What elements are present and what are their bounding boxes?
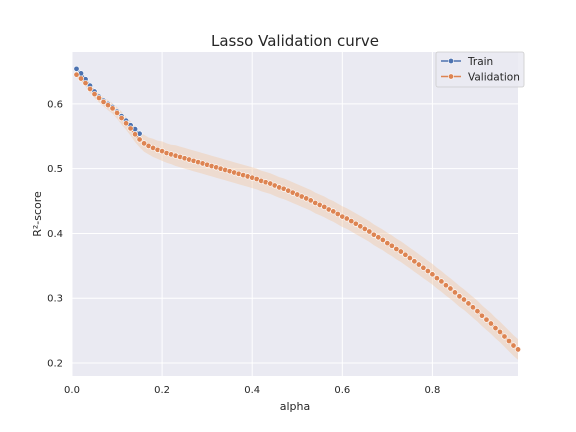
validation-point [82, 80, 89, 87]
validation-point [510, 342, 517, 349]
validation-point [352, 220, 359, 227]
validation-point [348, 218, 355, 225]
validation-point [451, 289, 458, 296]
validation-point [492, 325, 499, 332]
y-axis-ticks: 0.2 0.3 0.4 0.5 0.6 [47, 99, 63, 369]
validation-point [114, 109, 121, 116]
validation-point [402, 251, 409, 258]
validation-point [132, 131, 139, 138]
legend-label-validation: Validation [468, 71, 520, 83]
validation-point [136, 136, 143, 143]
grid [71, 52, 518, 376]
validation-point [375, 234, 382, 241]
validation-point [442, 282, 449, 289]
validation-point [501, 333, 508, 340]
y-axis-label: R²-score [31, 191, 44, 237]
x-tick-label: 0.2 [154, 385, 170, 396]
validation-point [393, 245, 400, 252]
y-tick-label: 0.4 [47, 229, 63, 240]
validation-point [343, 215, 350, 222]
validation-point [361, 225, 368, 232]
validation-point [141, 140, 148, 147]
x-axis-label: alpha [280, 400, 311, 413]
validation-point [73, 71, 80, 78]
series-markers [73, 65, 521, 353]
legend-label-train: Train [467, 56, 493, 68]
validation-point [334, 211, 341, 218]
validation-point [357, 223, 364, 230]
chart-title: Lasso Validation curve [211, 32, 379, 50]
validation-point [415, 261, 422, 268]
y-tick-label: 0.2 [47, 359, 63, 370]
validation-point [105, 102, 112, 109]
validation-point [330, 208, 337, 215]
validation-point [474, 308, 481, 315]
x-axis-ticks: 0.0 0.2 0.4 0.6 0.8 [64, 385, 440, 396]
validation-point [87, 85, 94, 92]
validation-point [384, 240, 391, 247]
validation-point [127, 125, 134, 132]
plot-background [72, 52, 518, 376]
validation-point [505, 338, 512, 345]
legend-marker-validation [447, 73, 454, 80]
validation-point [109, 105, 116, 112]
validation-point [469, 304, 476, 311]
validation-point [100, 98, 107, 105]
validation-point [456, 293, 463, 300]
validation-point [118, 115, 125, 122]
validation-point [78, 75, 85, 82]
validation-point [366, 228, 373, 235]
legend-marker-train [447, 57, 454, 64]
validation-point [514, 346, 521, 353]
validation-point [487, 320, 494, 327]
validation-point [433, 275, 440, 282]
validation-point [397, 248, 404, 255]
x-tick-label: 0.6 [334, 385, 350, 396]
validation-point [483, 316, 490, 323]
validation-point [438, 278, 445, 285]
validation-point [379, 236, 386, 243]
y-tick-label: 0.3 [47, 294, 63, 305]
x-tick-label: 0.0 [64, 385, 80, 396]
x-tick-label: 0.4 [244, 385, 260, 396]
validation-point [420, 264, 427, 271]
validation-point [91, 91, 98, 98]
validation-point [424, 268, 431, 275]
validation-point [370, 231, 377, 238]
x-tick-label: 0.8 [424, 385, 440, 396]
validation-point [307, 197, 314, 204]
validation-point [411, 258, 418, 265]
legend: Train Validation [435, 51, 525, 88]
validation-point [321, 203, 328, 210]
validation-point [460, 296, 467, 303]
validation-point [465, 300, 472, 307]
train-point [73, 65, 80, 72]
validation-point [496, 328, 503, 335]
validation-point [388, 242, 395, 249]
validation-point [406, 255, 413, 262]
y-tick-label: 0.6 [47, 99, 63, 110]
validation-point [447, 285, 454, 292]
validation-point [96, 95, 103, 102]
validation-point [429, 271, 436, 278]
validation-point [123, 120, 130, 127]
validation-point [478, 312, 485, 319]
y-tick-label: 0.5 [47, 164, 63, 175]
